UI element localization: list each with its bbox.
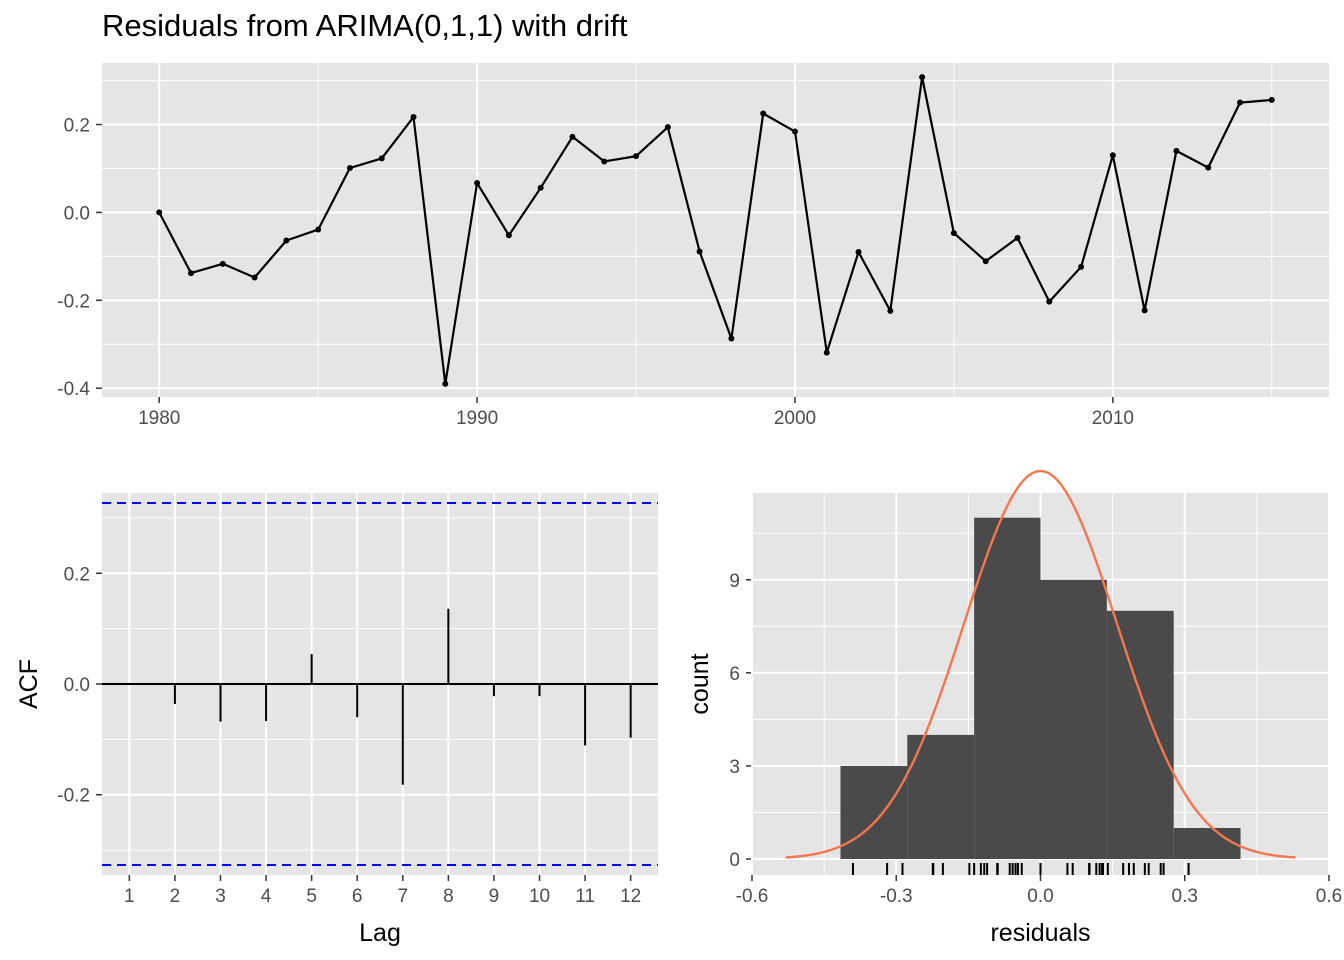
residual-point	[633, 153, 640, 160]
residual-point	[1173, 147, 1180, 154]
normal-density-curve	[785, 469, 1296, 859]
acf-x-tick-label: 7	[397, 886, 408, 907]
residual-point	[537, 184, 544, 191]
residual-point	[442, 380, 449, 387]
hist-x-tick-label: 0.3	[1172, 886, 1198, 907]
hist-y-axis-title: count	[686, 653, 714, 714]
residual-point	[188, 270, 195, 277]
residual-point	[1046, 298, 1053, 305]
acf-x-tick-label: 5	[306, 886, 317, 907]
acf-y-tick-label: 0.0	[64, 675, 90, 696]
residual-point	[474, 179, 481, 186]
residual-point	[823, 349, 830, 356]
histogram-bar	[974, 517, 1041, 859]
residual-point	[346, 165, 353, 172]
hist-x-axis-title: residuals	[990, 919, 1090, 947]
acf-x-tick-label: 12	[620, 886, 641, 907]
hist-y-tick-label: 9	[729, 571, 740, 592]
residual-point	[982, 258, 989, 265]
hist-x-tick-label: 0.0	[1027, 886, 1053, 907]
histogram-bar	[840, 765, 908, 859]
hist-y-tick-label: 3	[729, 757, 740, 778]
hist-x-tick-label: 0.6	[1316, 886, 1342, 907]
residual-point	[696, 248, 703, 255]
residual-point	[156, 209, 163, 216]
residuals-histogram-panel: 0 3 6 9 -0.6 -0.3 0.0 0.3 0.6 residuals count	[686, 469, 1342, 947]
hist-y-tick-label: 6	[729, 664, 740, 685]
residual-point	[1109, 152, 1116, 159]
histogram-bar	[1173, 827, 1241, 859]
residual-series-line	[158, 75, 1272, 385]
acf-x-axis-title: Lag	[359, 919, 401, 947]
residual-point	[410, 114, 417, 121]
residual-point	[378, 155, 385, 162]
residual-point	[728, 335, 735, 342]
residual-point	[1014, 234, 1021, 241]
hist-x-tick-label: -0.3	[880, 886, 913, 907]
acf-x-tick-label: 10	[529, 886, 550, 907]
ts-y-tick-label: -0.4	[57, 379, 90, 400]
residual-point	[664, 124, 671, 131]
ts-y-tick-label: 0.0	[64, 203, 90, 224]
hist-y-tick-label: 0	[729, 850, 740, 871]
histogram-bar	[1106, 610, 1174, 859]
ts-background	[102, 63, 1329, 397]
acf-x-tick-label: 9	[489, 886, 500, 907]
ts-x-tick-label: 2010	[1092, 408, 1134, 429]
ts-x-tick-label: 1980	[138, 408, 180, 429]
histogram-bar	[1040, 579, 1107, 859]
residual-point	[569, 133, 576, 140]
residual-point	[1141, 307, 1148, 314]
hist-x-tick-label: -0.6	[736, 886, 769, 907]
acf-x-tick-label: 3	[215, 886, 226, 907]
acf-x-tick-label: 4	[261, 886, 272, 907]
residuals-time-series-panel: 0.2 0.0 -0.2 -0.4 1980 1990 2000 2010	[57, 63, 1329, 429]
residual-point	[855, 248, 862, 255]
acf-x-tick-label: 2	[170, 886, 181, 907]
ts-x-tick-label: 2000	[774, 408, 816, 429]
residual-point	[1268, 96, 1275, 103]
chart-title: Residuals from ARIMA(0,1,1) with drift	[102, 8, 628, 43]
ts-y-tick-label: -0.2	[57, 291, 90, 312]
acf-y-tick-label: 0.2	[64, 564, 90, 585]
acf-y-axis-title: ACF	[15, 659, 43, 709]
residual-point	[219, 260, 226, 267]
acf-x-tick-label: 1	[124, 886, 135, 907]
residual-point	[283, 237, 290, 244]
residual-point	[251, 274, 258, 281]
acf-x-tick-label: 8	[443, 886, 454, 907]
residual-point	[505, 232, 512, 239]
acf-x-tick-label: 6	[352, 886, 363, 907]
residual-point	[1236, 99, 1243, 106]
histogram-bar	[907, 734, 975, 859]
residual-point	[950, 230, 957, 237]
residual-point	[315, 226, 322, 233]
residual-point	[1205, 164, 1212, 171]
ts-x-tick-label: 1990	[456, 408, 498, 429]
residual-point	[601, 158, 608, 165]
residual-point	[1078, 263, 1085, 270]
residual-point	[760, 110, 767, 117]
acf-x-tick-label: 11	[575, 886, 595, 907]
residual-point	[887, 307, 894, 314]
ts-y-tick-label: 0.2	[64, 116, 90, 137]
acf-y-tick-label: -0.2	[57, 786, 90, 807]
residual-point	[791, 128, 798, 135]
residual-point	[919, 74, 926, 81]
